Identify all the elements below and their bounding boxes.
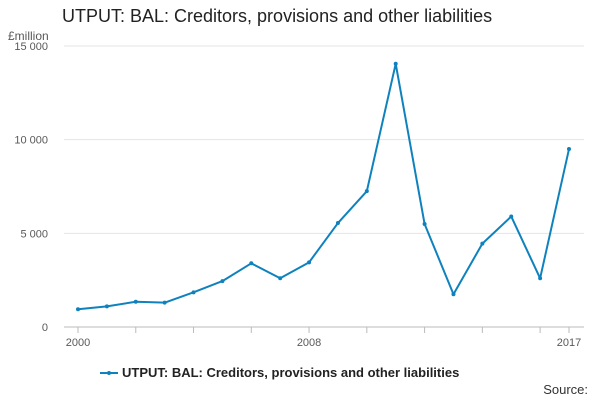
y-tick-label: 5 000 bbox=[20, 228, 48, 240]
data-point[interactable] bbox=[278, 276, 283, 281]
x-tick-label: 2000 bbox=[66, 337, 90, 349]
data-point[interactable] bbox=[480, 241, 485, 246]
legend[interactable]: UTPUT: BAL: Creditors, provisions and ot… bbox=[100, 365, 459, 380]
chart-title: UTPUT: BAL: Creditors, provisions and ot… bbox=[62, 6, 493, 26]
series-line bbox=[77, 62, 570, 311]
y-tick-label: 0 bbox=[42, 322, 48, 334]
series-layer bbox=[76, 61, 571, 312]
y-tick-label: 15 000 bbox=[14, 41, 48, 53]
data-point[interactable] bbox=[422, 221, 427, 226]
y-axis-ticks: 0 5 000 10 000 15 000 bbox=[14, 41, 48, 334]
data-point[interactable] bbox=[567, 147, 571, 152]
data-point[interactable] bbox=[76, 307, 80, 312]
data-point[interactable] bbox=[538, 276, 543, 281]
legend-label: UTPUT: BAL: Creditors, provisions and ot… bbox=[122, 365, 460, 380]
data-point[interactable] bbox=[364, 189, 369, 194]
gridlines bbox=[64, 45, 584, 234]
data-point[interactable] bbox=[162, 300, 167, 305]
data-point[interactable] bbox=[509, 214, 514, 219]
legend-line-marker-icon bbox=[100, 368, 118, 378]
data-point[interactable] bbox=[451, 292, 456, 297]
x-tick-label: 2017 bbox=[557, 337, 581, 349]
data-point[interactable] bbox=[104, 304, 109, 309]
data-point[interactable] bbox=[335, 221, 340, 226]
y-axis-unit-label: £million bbox=[8, 29, 49, 43]
source-label: Source: bbox=[543, 382, 588, 397]
x-axis-ticks: 2000 2008 2017 bbox=[66, 327, 581, 349]
data-point[interactable] bbox=[220, 279, 225, 284]
data-point[interactable] bbox=[191, 290, 196, 295]
data-point[interactable] bbox=[393, 61, 398, 66]
data-point[interactable] bbox=[133, 299, 138, 304]
x-tick-label: 2008 bbox=[297, 337, 321, 349]
y-tick-label: 10 000 bbox=[14, 135, 48, 147]
data-point[interactable] bbox=[307, 260, 312, 265]
data-point[interactable] bbox=[249, 261, 254, 266]
